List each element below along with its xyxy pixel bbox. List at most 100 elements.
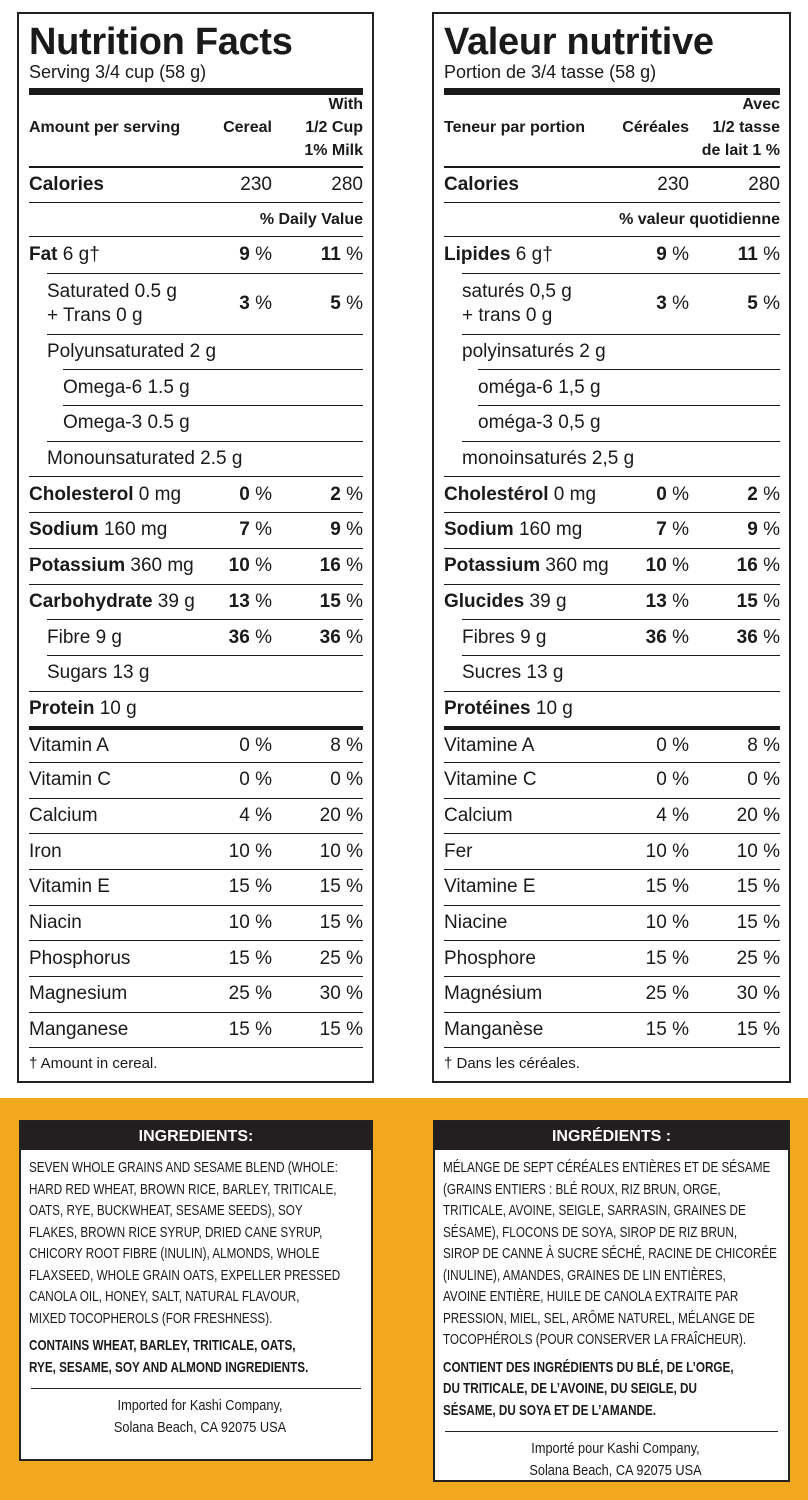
nutrient-row: Vitamine E 15 % 15 % xyxy=(444,869,780,905)
nutrient-amount: Magnesium xyxy=(29,983,128,1005)
nutrient-row: Magnesium 25 % 30 % xyxy=(29,976,363,1012)
percent-with-milk: 15 % xyxy=(319,1019,363,1041)
nutrient-label: Omega-3 0.5 g xyxy=(63,411,190,435)
percent-value: 36 xyxy=(319,626,341,648)
percent-cereal: 13 % xyxy=(645,590,689,612)
nutrient-amount: Saturated 0.5 g + Trans 0 g xyxy=(47,280,177,326)
percent-with-milk: 5 % xyxy=(330,292,363,314)
nutrient-amount: 39 g xyxy=(524,590,567,612)
percent-with-milk: 16 % xyxy=(736,555,780,577)
amount-per-serving-label: Teneur par portion xyxy=(444,119,586,136)
panel-title: Nutrition Facts xyxy=(29,21,293,63)
nutrient-label: Glucides 39 g xyxy=(444,590,567,614)
percent-cereal: 25 % xyxy=(645,983,689,1005)
nutrient-row: Vitamine C 0 % 0 % xyxy=(444,761,780,798)
percent-with-milk: 9 % xyxy=(747,519,780,541)
percent-value: 0 xyxy=(239,483,250,505)
nutrient-row: Sodium 160 mg 7 % 9 % xyxy=(444,512,780,548)
percent-value: 8 xyxy=(330,735,341,757)
ingredients-line: MIXED TOCOPHEROLS (FOR FRESHNESS). xyxy=(29,1309,273,1327)
allergen-line: CONTAINS WHEAT, BARLEY, TRITICALE, OATS, xyxy=(29,1337,296,1354)
nutrient-label: Iron xyxy=(29,840,62,864)
percent-value: 15 xyxy=(319,876,341,898)
nutrient-amount: Manganèse xyxy=(444,1019,544,1041)
nutrient-amount: Vitamine A xyxy=(444,735,535,757)
nutrient-row: Potassium 360 mg 10 % 16 % xyxy=(444,547,780,584)
percent-cereal: 4 % xyxy=(656,804,689,826)
nutrient-row: Omega-6 1.5 g xyxy=(63,369,363,405)
percent-value: 15 xyxy=(319,912,341,934)
nutrient-amount: Monounsaturated 2.5 g xyxy=(47,448,243,470)
nutrient-name: Potassium xyxy=(444,555,541,577)
calories-cereal: 230 xyxy=(657,174,689,195)
percent-value: 9 xyxy=(239,243,250,265)
percent-value: 0 xyxy=(239,769,250,791)
nutrient-label: Polyunsaturated 2 g xyxy=(47,340,216,364)
ingredients-body: SEVEN WHOLE GRAINS AND SESAME BLEND (WHO… xyxy=(21,1150,371,1439)
percent-value: 15 xyxy=(736,1019,758,1041)
daily-value-header: % valeur quotidienne xyxy=(444,203,780,237)
percent-cereal: 13 % xyxy=(228,590,272,612)
percent-value: 10 xyxy=(645,555,667,577)
nutrient-label: Sugars 13 g xyxy=(47,661,149,685)
percent-value: 15 xyxy=(736,590,758,612)
nutrient-label: Protein 10 g xyxy=(29,697,137,721)
percent-value: 3 xyxy=(656,292,667,314)
percent-with-milk: 10 % xyxy=(736,840,780,862)
percent-cereal: 15 % xyxy=(645,947,689,969)
calories-label: Calories xyxy=(444,174,519,195)
percent-cereal: 10 % xyxy=(228,840,272,862)
percent-value: 0 xyxy=(656,483,667,505)
ingredients-line: SEVEN WHOLE GRAINS AND SESAME BLEND (WHO… xyxy=(29,1159,338,1176)
nutrient-row: Lipides 6 g† 9 % 11 % xyxy=(444,237,780,273)
nutrient-name: Glucides xyxy=(444,590,525,612)
percent-value: 13 xyxy=(228,590,250,612)
percent-value: 15 xyxy=(319,590,341,612)
percent-value: 11 xyxy=(320,243,341,265)
percent-with-milk: 25 % xyxy=(319,947,363,969)
nutrient-label: Manganèse xyxy=(444,1018,543,1042)
percent-with-milk: 8 % xyxy=(330,735,363,757)
nutrient-name: Cholesterol xyxy=(29,483,134,505)
nutrient-amount: Phosphorus xyxy=(29,947,131,969)
percent-value: 20 xyxy=(319,804,341,826)
percent-value: 10 xyxy=(645,840,667,862)
cereal-column-label: Céréales xyxy=(622,119,689,136)
percent-cereal: 3 % xyxy=(656,292,689,314)
ingredients-title: INGRÉDIENTS : xyxy=(435,1122,788,1150)
serving-size: Portion de 3/4 tasse (58 g) xyxy=(444,62,657,82)
allergen-line: DU TRITICALE, DE L’AVOINE, DU SEIGLE, DU xyxy=(443,1380,697,1397)
column-header: Teneur par portion Céréales Avec 1/2 tasse… xyxy=(444,95,780,168)
percent-cereal: 7 % xyxy=(656,519,689,541)
nutrient-amount: Omega-6 1.5 g xyxy=(63,376,190,398)
nutrient-amount: Fibre 9 g xyxy=(47,626,122,648)
nutrient-amount: Manganese xyxy=(29,1019,129,1041)
cereal-column-label: Cereal xyxy=(223,119,272,136)
percent-cereal: 10 % xyxy=(645,912,689,934)
percent-value: 4 xyxy=(239,804,250,826)
percent-cereal: 4 % xyxy=(239,804,272,826)
ingredients-line: OATS, RYE, BUCKWHEAT, SESAME SEEDS), SOY xyxy=(29,1202,303,1219)
percent-value: 10 xyxy=(645,912,667,934)
percent-cereal: 15 % xyxy=(228,947,272,969)
allergen-line: SÉSAME, DU SOYA ET DE L’AMANDE. xyxy=(443,1401,657,1419)
ingredients-line: SÉSAME), FLOCONS DE SOYA, SIROP DE RIZ B… xyxy=(443,1223,738,1241)
nutrient-label: oméga-6 1,5 g xyxy=(478,376,601,400)
nutrient-label: polyinsaturés 2 g xyxy=(462,340,606,364)
ingredients-line: FLAXSEED, WHOLE GRAIN OATS, EXPELLER PRE… xyxy=(29,1266,341,1284)
nutrient-label: Fat 6 g† xyxy=(29,243,100,267)
calories-milk: 280 xyxy=(748,174,780,195)
calories-row: Calories 230 280 xyxy=(444,168,780,203)
nutrient-label: Niacin xyxy=(29,911,82,935)
percent-with-milk: 15 % xyxy=(736,876,780,898)
with-milk-column-label: With 1/2 Cup 1% Milk xyxy=(304,96,363,159)
nutrient-name: Potassium xyxy=(29,555,126,577)
nutrient-amount: 39 g xyxy=(152,590,195,612)
nutrient-row: Monounsaturated 2.5 g xyxy=(47,440,363,477)
nutrient-amount: Calcium xyxy=(29,804,98,826)
nutrient-amount: Vitamin A xyxy=(29,735,109,757)
nutrient-label: Sodium 160 mg xyxy=(29,518,167,542)
nutrient-label: Fibre 9 g xyxy=(47,626,122,650)
percent-value: 10 xyxy=(228,840,250,862)
percent-value: 10 xyxy=(228,912,250,934)
